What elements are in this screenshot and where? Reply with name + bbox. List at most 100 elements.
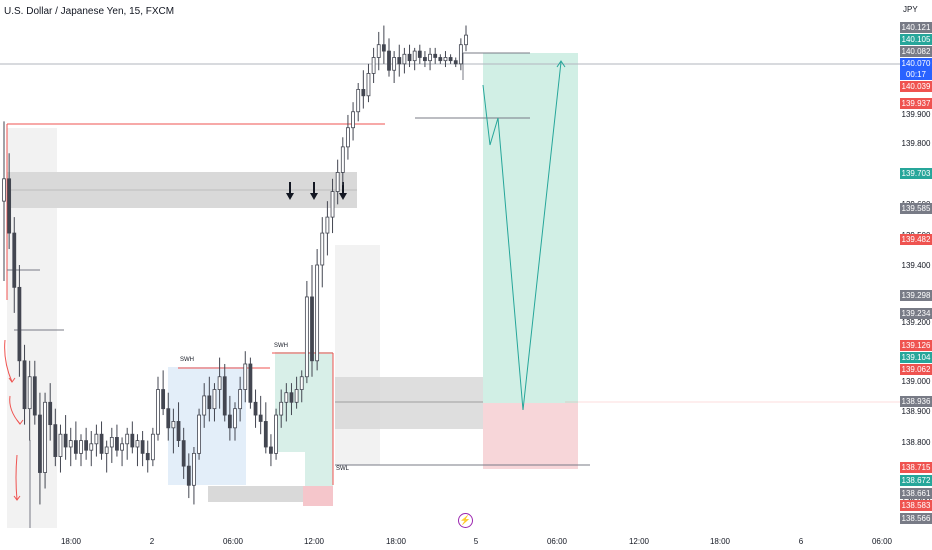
time-tick-label: 6: [798, 537, 804, 546]
candle-down: [73, 440, 78, 454]
price-flag: 139.298: [900, 290, 932, 301]
candle-down: [145, 452, 150, 461]
price-tick-label: 139.400: [901, 261, 931, 270]
candle-up: [104, 446, 109, 454]
price-flag: 138.566: [900, 513, 932, 524]
candle-up: [58, 433, 63, 457]
candle-up: [320, 232, 325, 266]
candle-up: [412, 50, 417, 62]
candle-up: [94, 433, 99, 445]
red-arrow-0: [4, 339, 13, 383]
candle-up: [68, 440, 73, 448]
candle-down: [361, 88, 366, 97]
candle-up: [315, 264, 320, 362]
event-lightning-icon[interactable]: ⚡: [458, 513, 473, 528]
price-tick-label: 139.000: [901, 377, 931, 386]
candle-down: [48, 401, 53, 426]
candle-down: [84, 440, 89, 451]
candle-down: [12, 232, 17, 288]
price-flag: 140.039: [900, 81, 932, 92]
countdown-flag: 00:17: [900, 69, 932, 80]
small-zone: [208, 486, 333, 502]
candle-up: [171, 421, 176, 429]
candle-up: [279, 401, 284, 416]
candle-up: [197, 414, 201, 454]
candle-up: [125, 433, 130, 445]
candle-down: [115, 437, 119, 451]
forecast-path: [482, 61, 562, 411]
swh-label-1: SWH: [180, 357, 194, 363]
candle-down: [453, 60, 458, 65]
price-flag: 139.703: [900, 168, 932, 179]
candle-up: [335, 172, 340, 192]
price-tick-label: 139.800: [901, 139, 931, 148]
price-flag: 139.585: [900, 203, 932, 214]
red-arrowhead-1: [16, 419, 24, 425]
red-arrowhead-2: [13, 495, 21, 501]
red-arrow-2: [15, 454, 18, 501]
candle-down: [407, 53, 412, 62]
candle-down: [99, 433, 104, 454]
candle-down: [186, 465, 191, 486]
candle-down: [433, 53, 438, 58]
time-tick-label: 18:00: [709, 537, 731, 546]
currency-label: JPY: [903, 5, 918, 14]
candle-down: [181, 440, 186, 467]
time-tick-label: 12:00: [303, 537, 325, 546]
candle-up: [109, 437, 114, 448]
candle-up: [156, 389, 160, 435]
candle-down: [22, 360, 27, 410]
down-arrow-icon-2: [339, 193, 347, 200]
price-tick-label: 138.600: [900, 495, 932, 505]
candle-up: [243, 363, 248, 390]
price-flag: 140.082: [900, 46, 932, 57]
candle-up: [89, 443, 94, 451]
price-flag: 138.583: [900, 500, 932, 511]
range-zone-green-2: [305, 352, 333, 487]
candle-up: [371, 57, 376, 74]
candle-down: [253, 401, 258, 416]
price-tick-label: 139.900: [901, 110, 931, 119]
candle-up: [217, 376, 222, 390]
candle-up: [202, 395, 207, 416]
candle-down: [17, 286, 22, 362]
candle-down: [32, 376, 37, 416]
forecast-arrowhead: [556, 60, 566, 68]
candle-up: [392, 57, 397, 71]
candle-up: [299, 376, 304, 390]
candle-down: [438, 57, 443, 62]
candle-up: [212, 389, 217, 410]
candle-up: [366, 73, 371, 97]
candle-down: [161, 389, 166, 410]
time-tick-label: 06:00: [546, 537, 568, 546]
price-flag: 138.672: [900, 475, 932, 486]
candle-down: [381, 44, 386, 52]
candle-down: [387, 50, 391, 71]
candle-down: [448, 57, 453, 62]
candle-down: [289, 392, 294, 403]
candle-up: [135, 440, 140, 448]
candle-down: [227, 414, 232, 429]
price-tick-label: 138.800: [901, 438, 931, 447]
price-flag: 140.070: [900, 58, 932, 69]
candle-up: [150, 433, 155, 461]
candle-down: [417, 50, 422, 58]
time-tick-label: 5: [473, 537, 479, 546]
red-arrowhead-0: [8, 377, 16, 383]
price-flag: 139.937: [900, 98, 932, 109]
time-tick-label: 18:00: [385, 537, 407, 546]
candle-up: [192, 452, 196, 486]
symbol-title[interactable]: U.S. Dollar / Japanese Yen, 15, FXCM: [4, 6, 175, 17]
price-flag: 140.121: [900, 22, 932, 33]
candle-up: [120, 443, 124, 451]
time-tick-label: 06:00: [222, 537, 244, 546]
candle-up: [351, 111, 355, 129]
down-arrow-icon-0: [286, 193, 294, 200]
time-tick-label: 06:00: [871, 537, 893, 546]
down-arrow-icon-1: [310, 193, 318, 200]
price-flag: 139.482: [900, 234, 932, 245]
candle-up: [340, 146, 345, 173]
candle-up: [464, 34, 468, 46]
price-flag: 139.126: [900, 340, 932, 351]
